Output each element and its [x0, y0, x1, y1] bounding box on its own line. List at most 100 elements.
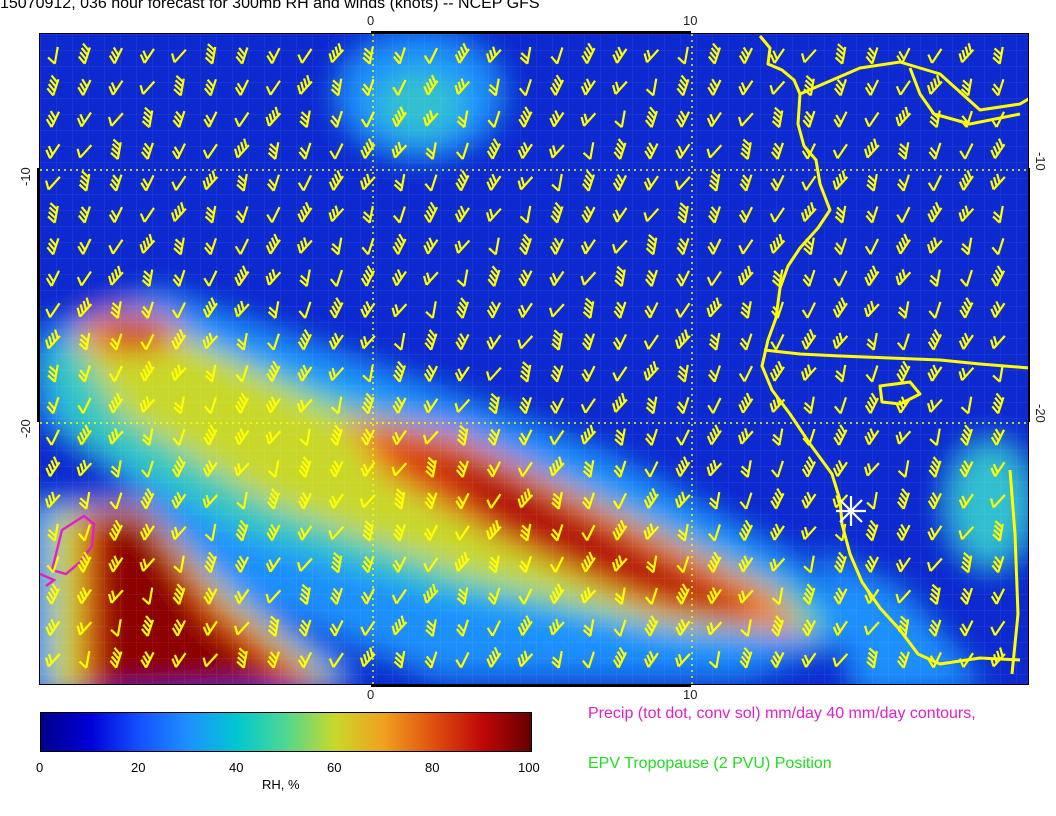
wind-barb [77, 42, 91, 65]
wind-barb [643, 48, 660, 64]
wind-barb [864, 428, 880, 446]
wind-barb [204, 523, 217, 542]
wind-barb [738, 239, 754, 255]
wind-barb [487, 587, 501, 605]
wind-barb [833, 551, 847, 574]
wind-barb [236, 491, 248, 510]
wind-barb [171, 364, 187, 382]
wind-barb [706, 111, 722, 128]
wind-barb [864, 555, 880, 573]
wind-barb [770, 301, 784, 319]
wind-barb [707, 365, 721, 383]
wind-barb [297, 364, 313, 382]
wind-barb [895, 268, 912, 286]
wind-barb [770, 651, 785, 669]
wind-barb [265, 268, 282, 286]
wind-barb [771, 269, 784, 288]
wind-barb [582, 460, 595, 478]
wind-barb [832, 332, 849, 350]
map-panel [39, 33, 1029, 685]
wind-barb [801, 202, 817, 223]
wind-barb [360, 111, 376, 128]
wind-barb [897, 460, 910, 478]
wind-barb [958, 493, 974, 509]
wind-barb [76, 621, 93, 636]
wind-barb [297, 174, 313, 192]
wind-barb [76, 144, 93, 159]
wind-barb [580, 78, 596, 96]
wind-barb [769, 233, 786, 254]
wind-barb [677, 202, 689, 224]
wind-barb [202, 620, 218, 636]
wind-barb [833, 587, 848, 605]
wind-barb [362, 520, 374, 542]
wind-barb [706, 459, 723, 477]
wind-barb [990, 111, 1006, 128]
wind-barb [864, 462, 880, 477]
wind-barb [738, 555, 754, 573]
wind-barb [392, 524, 406, 542]
wind-barb [298, 456, 312, 478]
wind-barb [834, 43, 847, 65]
wind-barb [991, 392, 1005, 415]
rh-wind-map [40, 34, 1028, 684]
wind-barb [959, 143, 974, 160]
wind-barb [864, 300, 880, 318]
wind-barb [424, 651, 438, 669]
wind-barb [329, 424, 343, 446]
wind-barb [108, 589, 124, 604]
wind-barb [581, 42, 596, 64]
wind-barb [455, 297, 469, 319]
wind-barb [927, 237, 943, 254]
wind-barb [676, 74, 690, 97]
wind-barb [801, 48, 817, 64]
wind-barb [204, 364, 217, 383]
wind-barb [110, 460, 122, 478]
wind-barb [487, 265, 501, 287]
wind-barb [675, 583, 691, 605]
wind-barb [299, 110, 311, 129]
wind-barb [643, 334, 659, 350]
wind-barb [675, 653, 691, 668]
wind-barb [897, 142, 910, 160]
wind-barb [706, 424, 722, 446]
wind-barb [298, 619, 312, 637]
wind-barb [173, 75, 185, 97]
wind-barb [833, 270, 848, 287]
wind-barb [173, 396, 185, 415]
wind-barb [172, 428, 186, 446]
wind-barb [958, 652, 974, 668]
wind-barb [738, 80, 754, 96]
wind-barb [676, 555, 690, 574]
wind-barbs [45, 42, 1006, 669]
wind-barb [614, 265, 626, 288]
wind-barb [328, 170, 344, 191]
wind-barb [78, 650, 91, 669]
wind-barb [77, 397, 92, 414]
wind-barb [46, 555, 60, 574]
wind-barb [236, 173, 248, 192]
graticule [40, 34, 1028, 684]
wind-barb [486, 366, 502, 382]
wind-barb [108, 427, 124, 445]
wind-barb [927, 651, 943, 669]
wind-barb [425, 301, 437, 319]
wind-barb [236, 332, 248, 351]
wind-barb [486, 620, 502, 637]
wind-barb [45, 491, 61, 509]
wind-barb [770, 460, 784, 478]
wind-barb [549, 74, 565, 96]
wind-barb [234, 462, 250, 477]
wind-barb [486, 46, 502, 64]
wind-barb [927, 364, 943, 382]
wind-barb [517, 335, 534, 350]
wind-barb [299, 583, 311, 606]
wind-barb [614, 587, 626, 606]
wind-barb [392, 233, 407, 255]
wind-barb [45, 302, 61, 318]
wind-barb [990, 461, 1006, 477]
wind-barb [738, 392, 754, 414]
wind-barb [423, 271, 439, 286]
wind-barb [706, 587, 722, 605]
wind-barb [77, 365, 91, 383]
